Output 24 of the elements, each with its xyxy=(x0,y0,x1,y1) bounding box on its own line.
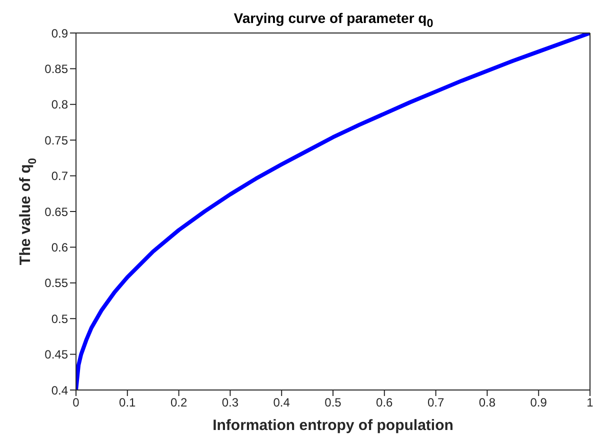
x-tick-label: 0.1 xyxy=(119,396,136,410)
y-tick-label: 0.85 xyxy=(44,62,68,76)
x-tick-label: 0.2 xyxy=(170,396,188,410)
x-tick-label: 0 xyxy=(72,396,80,410)
x-tick-label: 0.9 xyxy=(530,396,548,410)
y-tick-label: 0.9 xyxy=(51,26,68,40)
y-tick-label: 0.8 xyxy=(51,98,68,112)
x-tick-label: 0.6 xyxy=(376,396,394,410)
y-tick-label: 0.4 xyxy=(51,383,68,398)
x-tick-label: 1 xyxy=(586,396,594,410)
x-tick-label: 0.4 xyxy=(273,396,290,410)
y-tick-label: 0.45 xyxy=(44,348,68,362)
x-tick-label: 0.7 xyxy=(427,396,444,410)
y-tick-label: 0.5 xyxy=(51,312,68,326)
y-tick-label: 0.75 xyxy=(44,133,68,148)
x-tick-label: 0.8 xyxy=(478,396,496,410)
x-axis-title: Information entropy of population xyxy=(212,417,454,434)
x-tick-label: 0.3 xyxy=(222,396,239,410)
chart-title: Varying curve of parameter q$_{0}$ xyxy=(232,10,434,30)
y-tick-label: 0.65 xyxy=(44,204,68,219)
y-tick-label: 0.55 xyxy=(44,276,68,290)
y-tick-label: 0.6 xyxy=(51,240,68,254)
x-tick-label: 0.5 xyxy=(324,396,342,410)
y-tick-label: 0.7 xyxy=(51,169,68,184)
